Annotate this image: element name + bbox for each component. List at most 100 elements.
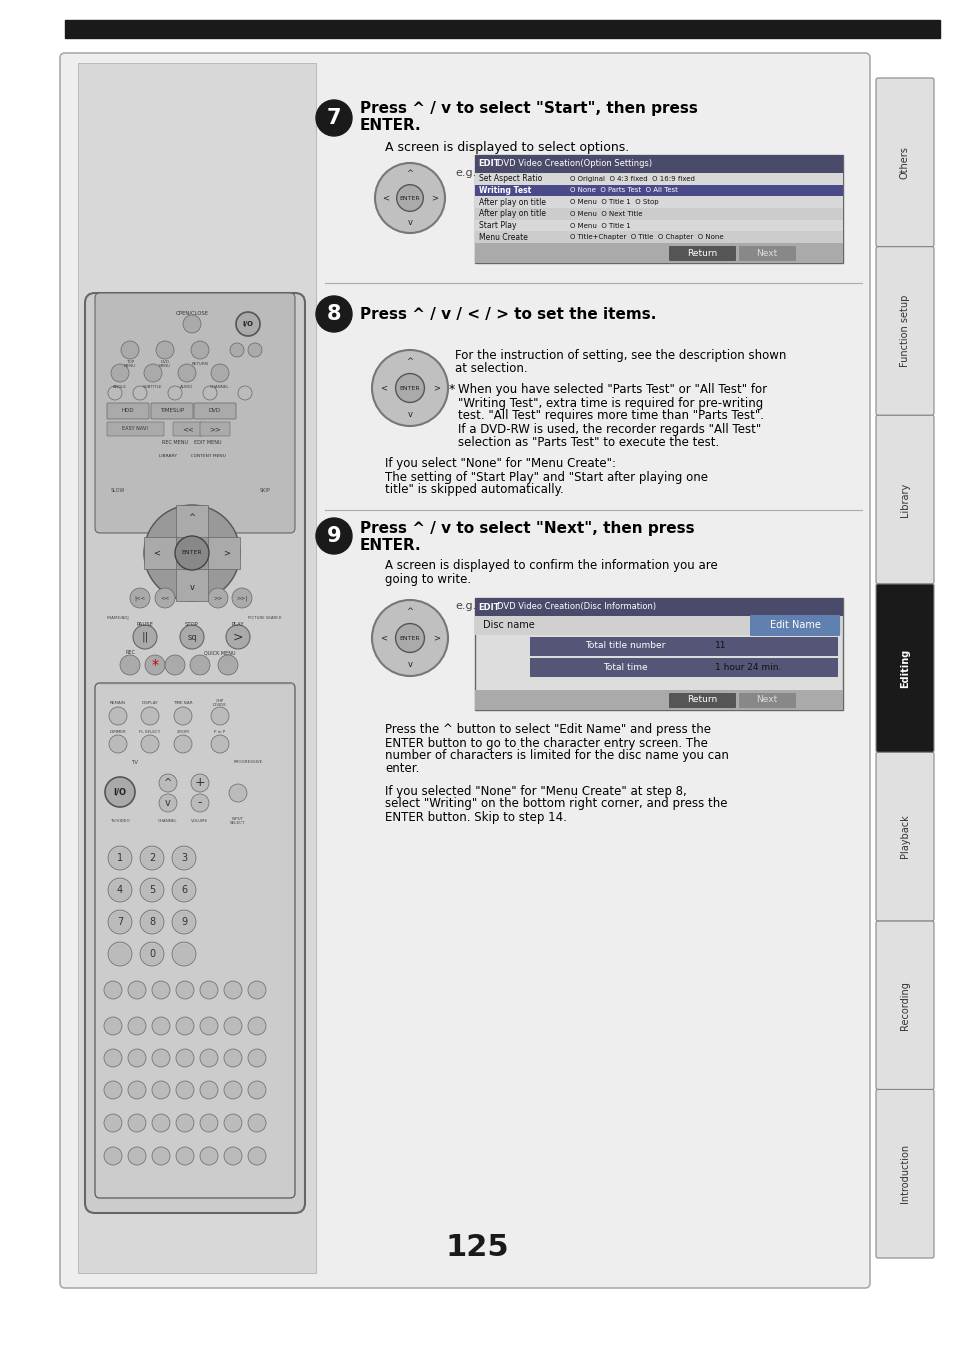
Text: *: * bbox=[152, 658, 158, 673]
Bar bbox=[475, 197, 842, 208]
Circle shape bbox=[183, 315, 201, 333]
Text: v: v bbox=[165, 798, 171, 807]
Text: ENTER button to go to the character entry screen. The: ENTER button to go to the character entr… bbox=[385, 736, 707, 749]
Circle shape bbox=[145, 655, 165, 675]
Circle shape bbox=[132, 386, 147, 400]
Polygon shape bbox=[208, 537, 240, 569]
Text: >: > bbox=[431, 194, 437, 202]
Circle shape bbox=[200, 1081, 218, 1099]
Circle shape bbox=[152, 1081, 170, 1099]
Text: EDIT: EDIT bbox=[477, 603, 499, 612]
FancyBboxPatch shape bbox=[151, 403, 193, 419]
Text: Edit Name: Edit Name bbox=[769, 620, 820, 630]
Text: 8: 8 bbox=[327, 305, 341, 324]
Text: Menu Create: Menu Create bbox=[478, 233, 527, 241]
Text: DVD Video Creation(Disc Information): DVD Video Creation(Disc Information) bbox=[497, 603, 656, 612]
Text: EDIT: EDIT bbox=[477, 159, 499, 168]
Circle shape bbox=[237, 386, 252, 400]
Text: v: v bbox=[190, 584, 194, 593]
Text: 7: 7 bbox=[117, 917, 123, 927]
Text: at selection.: at selection. bbox=[455, 363, 527, 376]
Text: 7: 7 bbox=[327, 108, 341, 128]
Bar bbox=[475, 185, 842, 197]
Text: If you select "None" for "Menu Create":: If you select "None" for "Menu Create": bbox=[385, 457, 616, 470]
Circle shape bbox=[224, 1113, 242, 1132]
Text: Next: Next bbox=[756, 248, 777, 257]
Circle shape bbox=[172, 878, 195, 902]
Circle shape bbox=[224, 1147, 242, 1165]
Circle shape bbox=[109, 706, 127, 725]
Text: If you selected "None" for "Menu Create" at step 8,: If you selected "None" for "Menu Create"… bbox=[385, 785, 686, 798]
Text: CHANNEL: CHANNEL bbox=[210, 386, 230, 390]
Circle shape bbox=[315, 297, 352, 332]
Text: >: > bbox=[433, 383, 439, 392]
Circle shape bbox=[248, 1081, 266, 1099]
Text: 1 hour 24 min.: 1 hour 24 min. bbox=[714, 662, 781, 671]
Circle shape bbox=[132, 625, 157, 648]
Text: v: v bbox=[407, 410, 412, 419]
Circle shape bbox=[175, 1016, 193, 1035]
Circle shape bbox=[109, 735, 127, 754]
Text: 5: 5 bbox=[149, 886, 155, 895]
FancyBboxPatch shape bbox=[95, 683, 294, 1198]
Circle shape bbox=[165, 655, 185, 675]
Text: EASY NAVI: EASY NAVI bbox=[122, 426, 148, 431]
Text: A screen is displayed to select options.: A screen is displayed to select options. bbox=[385, 142, 629, 155]
Text: SLOW: SLOW bbox=[111, 488, 125, 492]
Circle shape bbox=[130, 588, 150, 608]
Circle shape bbox=[248, 1113, 266, 1132]
Circle shape bbox=[224, 1081, 242, 1099]
Circle shape bbox=[200, 1113, 218, 1132]
Circle shape bbox=[226, 625, 250, 648]
Circle shape bbox=[154, 588, 174, 608]
Text: PAUSE: PAUSE bbox=[136, 623, 153, 628]
Text: Press ^ / v / < / > to set the items.: Press ^ / v / < / > to set the items. bbox=[359, 306, 656, 322]
Circle shape bbox=[144, 506, 240, 601]
Text: FL SELECT: FL SELECT bbox=[139, 731, 160, 735]
Circle shape bbox=[211, 364, 229, 381]
Text: |<<: |<< bbox=[134, 596, 146, 601]
Circle shape bbox=[108, 386, 122, 400]
Text: *: * bbox=[449, 383, 455, 396]
Circle shape bbox=[104, 1016, 122, 1035]
Circle shape bbox=[152, 1147, 170, 1165]
Circle shape bbox=[104, 981, 122, 999]
Circle shape bbox=[172, 910, 195, 934]
Circle shape bbox=[144, 364, 162, 381]
Circle shape bbox=[230, 342, 244, 357]
Text: TV/VIDEO: TV/VIDEO bbox=[110, 820, 130, 824]
Circle shape bbox=[190, 655, 210, 675]
Circle shape bbox=[372, 600, 448, 675]
Text: Editing: Editing bbox=[899, 648, 909, 687]
Text: O Original  O 4:3 fixed  O 16:9 fixed: O Original O 4:3 fixed O 16:9 fixed bbox=[569, 175, 694, 182]
Text: <<: << bbox=[182, 426, 193, 431]
Text: After play on title: After play on title bbox=[478, 198, 545, 206]
Bar bbox=[475, 173, 842, 185]
Text: TIMESLIP: TIMESLIP bbox=[160, 408, 184, 414]
Circle shape bbox=[141, 735, 159, 754]
Text: O None  O Parts Test  O All Test: O None O Parts Test O All Test bbox=[569, 187, 678, 194]
Text: ZOOM: ZOOM bbox=[176, 731, 190, 735]
Circle shape bbox=[224, 981, 242, 999]
Text: RETURN: RETURN bbox=[192, 363, 208, 367]
Text: CHP
DIVIDE: CHP DIVIDE bbox=[213, 698, 227, 708]
Text: PROGRESSIVE: PROGRESSIVE bbox=[233, 760, 262, 764]
Text: going to write.: going to write. bbox=[385, 573, 471, 585]
Circle shape bbox=[224, 1049, 242, 1068]
Text: QUICK MENU: QUICK MENU bbox=[204, 651, 235, 655]
Circle shape bbox=[108, 910, 132, 934]
Bar bbox=[475, 220, 842, 232]
Circle shape bbox=[173, 735, 192, 754]
Text: >>: >> bbox=[209, 426, 221, 431]
Text: sq: sq bbox=[187, 632, 196, 642]
Circle shape bbox=[248, 342, 262, 357]
Circle shape bbox=[168, 386, 182, 400]
Circle shape bbox=[200, 1016, 218, 1035]
Circle shape bbox=[211, 706, 229, 725]
Text: DVD Video Creation(Option Settings): DVD Video Creation(Option Settings) bbox=[497, 159, 652, 168]
Text: DVD: DVD bbox=[209, 408, 221, 414]
Circle shape bbox=[224, 1016, 242, 1035]
Text: <: < bbox=[379, 634, 387, 643]
Polygon shape bbox=[144, 537, 175, 569]
Circle shape bbox=[108, 942, 132, 967]
